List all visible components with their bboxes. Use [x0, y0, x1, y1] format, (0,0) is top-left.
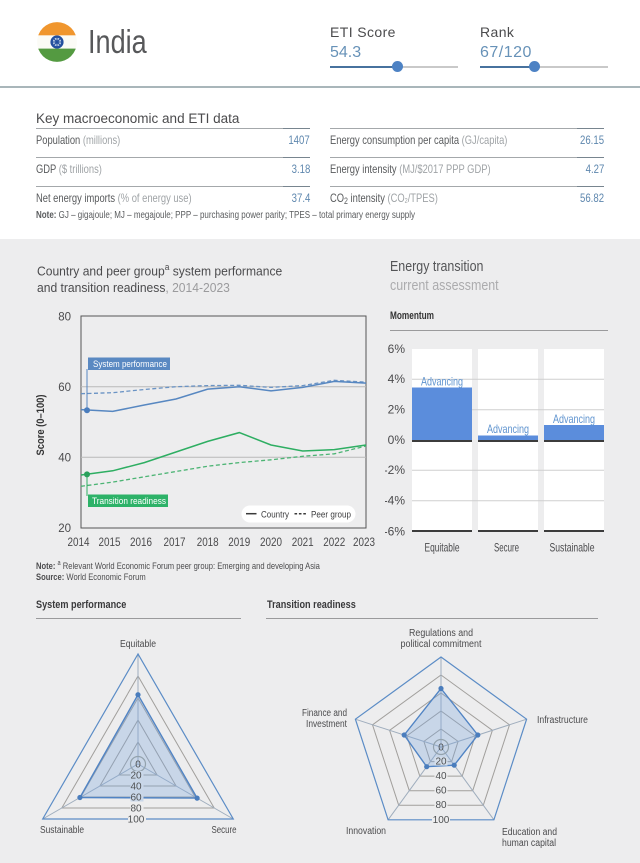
svg-text:60: 60 [435, 786, 447, 797]
svg-text:2016: 2016 [130, 535, 152, 549]
svg-text:Education and: Education and [502, 827, 557, 838]
svg-text:Equitable: Equitable [425, 541, 460, 555]
svg-text:Finance and: Finance and [302, 708, 347, 719]
svg-text:-6%: -6% [385, 525, 405, 539]
svg-text:20: 20 [435, 757, 447, 768]
svg-text:Transition readiness: Transition readiness [92, 496, 166, 507]
svg-text:2022: 2022 [323, 535, 345, 549]
svg-text:80: 80 [58, 312, 71, 324]
svg-text:2015: 2015 [99, 535, 121, 549]
svg-text:40: 40 [435, 771, 447, 782]
svg-text:0: 0 [135, 760, 141, 771]
svg-text:Secure: Secure [494, 541, 519, 555]
svg-text:-2%: -2% [385, 463, 405, 477]
svg-text:2020: 2020 [260, 535, 282, 549]
svg-text:6%: 6% [388, 342, 406, 356]
svg-text:Advancing: Advancing [553, 412, 595, 426]
svg-text:40: 40 [58, 453, 71, 465]
svg-text:2017: 2017 [164, 535, 186, 549]
svg-text:political commitment: political commitment [401, 639, 482, 650]
svg-text:100: 100 [433, 815, 450, 826]
svg-text:2%: 2% [388, 403, 406, 417]
svg-text:2014: 2014 [68, 535, 90, 549]
svg-text:4%: 4% [388, 372, 406, 386]
svg-text:2023: 2023 [353, 535, 375, 549]
svg-text:Advancing: Advancing [487, 422, 529, 436]
svg-text:Innovation: Innovation [346, 826, 386, 837]
svg-text:Regulations and: Regulations and [409, 628, 473, 639]
svg-text:0: 0 [438, 743, 444, 754]
svg-text:80: 80 [435, 800, 447, 811]
svg-text:100: 100 [128, 815, 145, 826]
svg-text:Country: Country [261, 509, 289, 520]
svg-text:Sustainable: Sustainable [550, 541, 595, 555]
svg-text:2021: 2021 [292, 535, 314, 549]
svg-text:Equitable: Equitable [120, 639, 156, 650]
svg-text:60: 60 [130, 793, 142, 804]
svg-text:Score (0–100): Score (0–100) [35, 394, 47, 455]
svg-text:40: 40 [130, 782, 142, 793]
svg-text:60: 60 [58, 382, 71, 394]
svg-text:Infrastructure: Infrastructure [537, 715, 588, 726]
svg-text:System performance: System performance [93, 359, 167, 370]
svg-text:Sustainable: Sustainable [40, 825, 84, 836]
svg-text:human capital: human capital [502, 838, 556, 849]
svg-text:Advancing: Advancing [421, 375, 463, 389]
svg-text:Peer group: Peer group [311, 509, 351, 520]
svg-text:20: 20 [130, 771, 142, 782]
svg-text:-4%: -4% [385, 494, 405, 508]
svg-text:0%: 0% [388, 433, 406, 447]
svg-text:2019: 2019 [228, 535, 250, 549]
svg-text:Investment: Investment [306, 719, 347, 730]
svg-text:2018: 2018 [197, 535, 219, 549]
svg-text:20: 20 [58, 523, 71, 535]
svg-text:Secure: Secure [212, 825, 237, 836]
svg-text:80: 80 [130, 804, 142, 815]
